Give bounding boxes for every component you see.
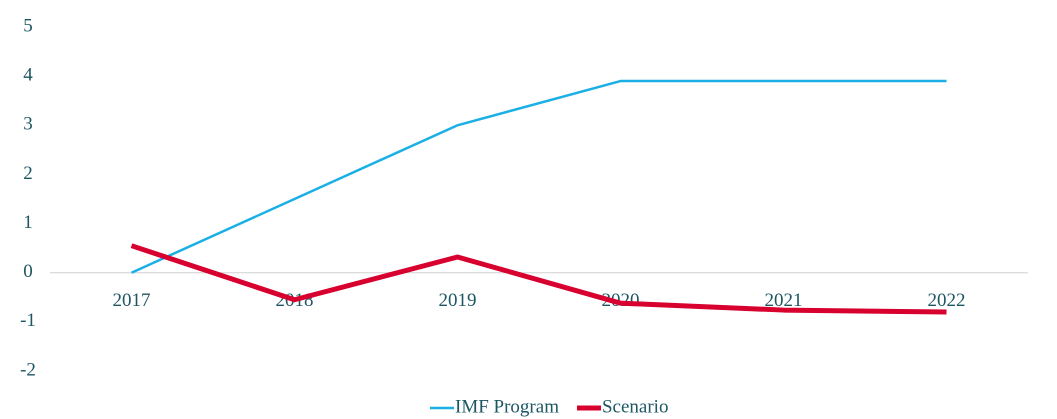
y-tick-label: 4	[23, 65, 33, 86]
x-tick-label: 2017	[113, 290, 151, 311]
y-tick-label: 0	[23, 261, 33, 282]
series-line	[130, 79, 947, 274]
x-tick-label: 2022	[928, 290, 966, 311]
y-tick-label: 1	[23, 212, 33, 233]
y-tick-label: 2	[23, 163, 33, 184]
y-tick-label: -2	[20, 359, 36, 380]
x-tick-label: 2019	[439, 290, 477, 311]
series-line	[130, 243, 947, 315]
y-tick-label: 5	[23, 15, 33, 36]
x-tick-label: 2021	[765, 290, 803, 311]
y-tick-label: 3	[23, 114, 33, 135]
legend-label: IMF Program	[455, 396, 559, 417]
y-tick-label: -1	[20, 310, 36, 331]
legend-label: Scenario	[602, 396, 668, 417]
